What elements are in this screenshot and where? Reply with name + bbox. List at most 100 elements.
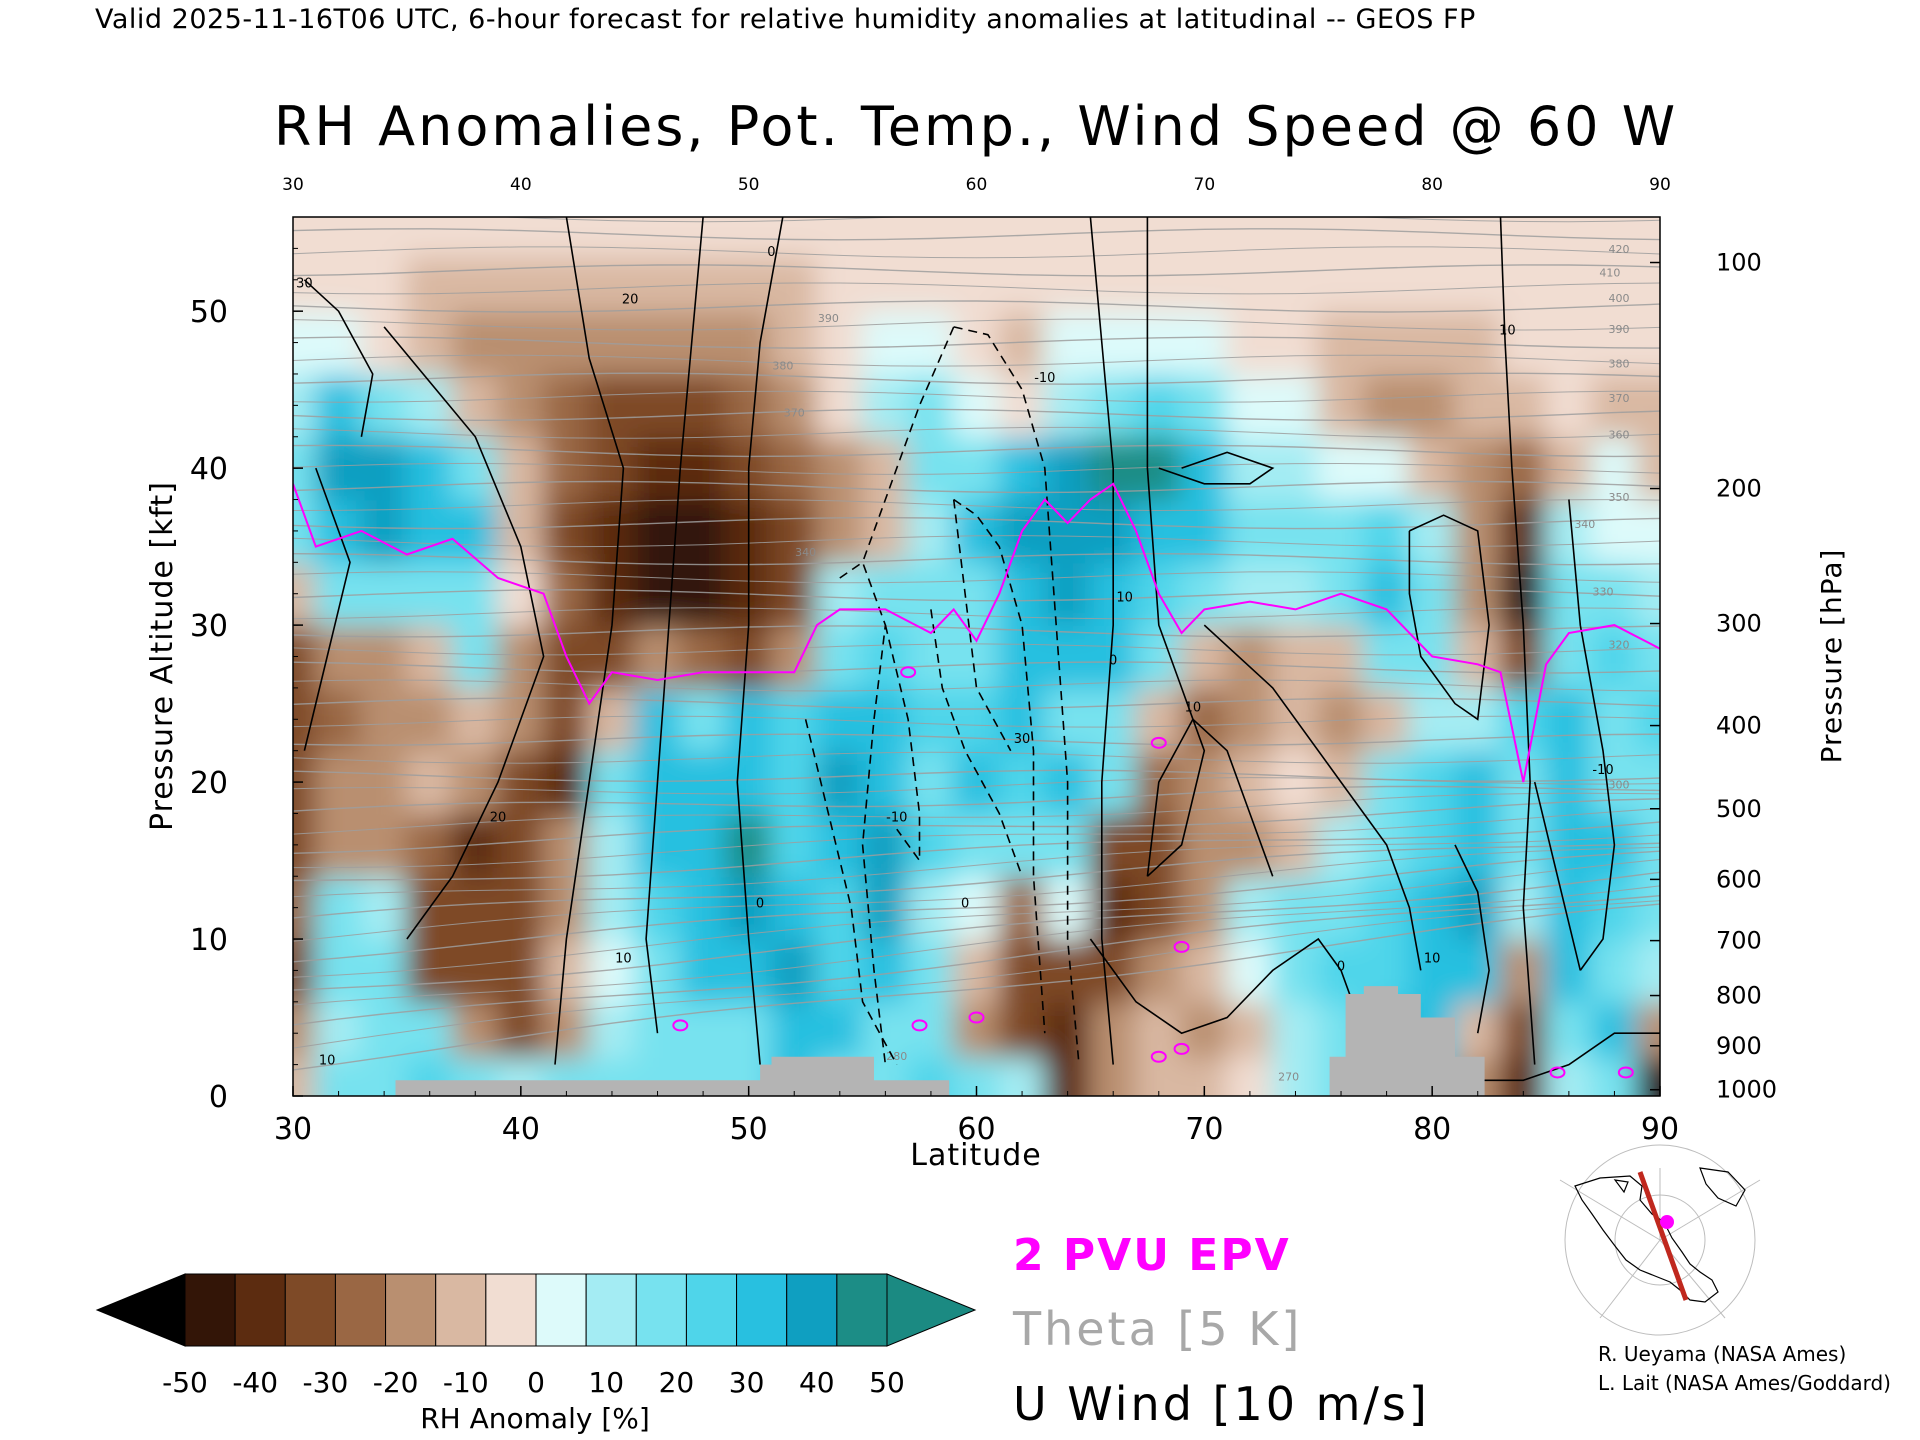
theta-label: 330 xyxy=(1593,585,1614,598)
rh-cell xyxy=(1226,217,1274,258)
rh-cell xyxy=(1408,561,1456,627)
theta-contour xyxy=(293,552,1660,566)
rh-cell xyxy=(1226,749,1274,815)
rh-cell xyxy=(1590,749,1639,815)
u-wind-label: 10 xyxy=(1499,324,1516,339)
colorbar-swatch xyxy=(736,1273,788,1347)
rh-cell xyxy=(542,938,591,1003)
rh-cell xyxy=(1043,1055,1092,1096)
rh-cell xyxy=(1043,561,1092,627)
u-wind-contour xyxy=(861,326,955,563)
rh-cell xyxy=(1636,938,1660,1003)
rh-cell xyxy=(1499,255,1548,313)
theta-label: 420 xyxy=(1608,243,1629,256)
theta-contour xyxy=(293,846,1660,942)
rh-cell xyxy=(588,435,636,501)
x-top-tick-label: 50 xyxy=(738,175,760,195)
rh-cell xyxy=(1134,686,1183,752)
rh-cell xyxy=(293,749,317,815)
colorbar-swatch xyxy=(234,1273,286,1347)
u-wind-contour xyxy=(930,609,1023,877)
rh-cell xyxy=(360,310,408,375)
rh-cell xyxy=(360,372,408,438)
theta-contour xyxy=(293,444,1660,458)
rh-cell xyxy=(1226,624,1274,689)
u-wind-label: 20 xyxy=(490,810,507,825)
rh-cell xyxy=(405,435,454,501)
rh-cell xyxy=(1043,938,1092,1003)
u-wind-contour xyxy=(1146,718,1274,877)
rh-cell xyxy=(1590,938,1639,1003)
pressure-tick-label: 1000 xyxy=(1716,1076,1777,1104)
rh-cell xyxy=(679,435,727,501)
u-wind-contour xyxy=(1499,217,1536,1065)
rh-cell xyxy=(405,372,454,438)
legend: 2 PVU EPV Theta [5 K] U Wind [10 m/s] xyxy=(1012,1230,1427,1431)
rh-cell xyxy=(1362,217,1411,258)
rh-cell xyxy=(724,1000,773,1058)
rh-cell xyxy=(724,686,773,752)
theta-contour xyxy=(293,751,1660,764)
theta-contour xyxy=(293,798,1660,854)
theta-label: 410 xyxy=(1599,267,1620,280)
rh-cell xyxy=(1453,624,1502,689)
theta-contour xyxy=(293,246,1660,259)
rh-cell xyxy=(542,372,591,438)
rh-cell xyxy=(542,217,591,258)
rh-cell xyxy=(451,749,500,815)
theta-contour xyxy=(293,808,1660,869)
rh-cell xyxy=(542,561,591,627)
u-wind-label: 10 xyxy=(319,1054,336,1069)
rh-cell xyxy=(952,498,1001,564)
rh-cell xyxy=(1089,255,1137,313)
credit-author-1: R. Ueyama (NASA Ames) xyxy=(1598,1342,1847,1366)
rh-cell xyxy=(1043,435,1092,501)
rh-cell xyxy=(1043,217,1092,258)
u-wind-contour xyxy=(884,624,921,864)
rh-cell xyxy=(1453,372,1502,438)
terrain-profile xyxy=(293,986,1660,1096)
theta-contour xyxy=(293,480,1660,494)
rh-cell xyxy=(1408,217,1456,258)
rh-cell xyxy=(588,686,636,752)
rh-cell xyxy=(588,498,636,564)
rh-cell xyxy=(360,624,408,689)
rh-cell xyxy=(293,1055,317,1096)
rh-cell xyxy=(1499,812,1548,878)
rh-cell xyxy=(542,498,591,564)
rh-cell xyxy=(1317,217,1365,258)
rh-cell xyxy=(314,938,363,1003)
x-tick-label: 50 xyxy=(730,1112,768,1147)
y-tick-label: 10 xyxy=(190,923,228,958)
colorbar-swatch xyxy=(385,1273,437,1347)
rh-cell xyxy=(1636,561,1660,627)
rh-cell xyxy=(1636,812,1660,878)
epv-2pvu-contour xyxy=(900,666,917,679)
rh-cell xyxy=(998,1000,1046,1058)
colorbar-tick-label: 0 xyxy=(527,1366,545,1399)
colorbar-swatch xyxy=(635,1273,687,1347)
theta-contour xyxy=(293,697,1660,710)
rh-cell xyxy=(1180,372,1229,438)
rh-cell xyxy=(588,749,636,815)
rh-cell xyxy=(1545,938,1593,1003)
rh-cell xyxy=(451,310,500,375)
rh-cell xyxy=(770,938,819,1003)
rh-cell xyxy=(1317,310,1365,375)
rh-cell xyxy=(816,217,864,258)
rh-cell xyxy=(952,435,1001,501)
rh-cell xyxy=(1180,217,1229,258)
rh-cell xyxy=(998,875,1046,941)
x-tick-label: 60 xyxy=(957,1112,995,1147)
u-wind-label: 0 xyxy=(767,245,775,260)
pressure-tick-label: 500 xyxy=(1716,795,1762,823)
rh-cell xyxy=(770,255,819,313)
rh-cell xyxy=(293,498,317,564)
rh-cell xyxy=(451,561,500,627)
theta-contour xyxy=(293,643,1660,656)
rh-cell xyxy=(1134,310,1183,375)
rh-cell xyxy=(1590,498,1639,564)
rh-cell xyxy=(633,561,682,627)
y-tick-label: 50 xyxy=(190,295,228,330)
rh-cell xyxy=(816,624,864,689)
